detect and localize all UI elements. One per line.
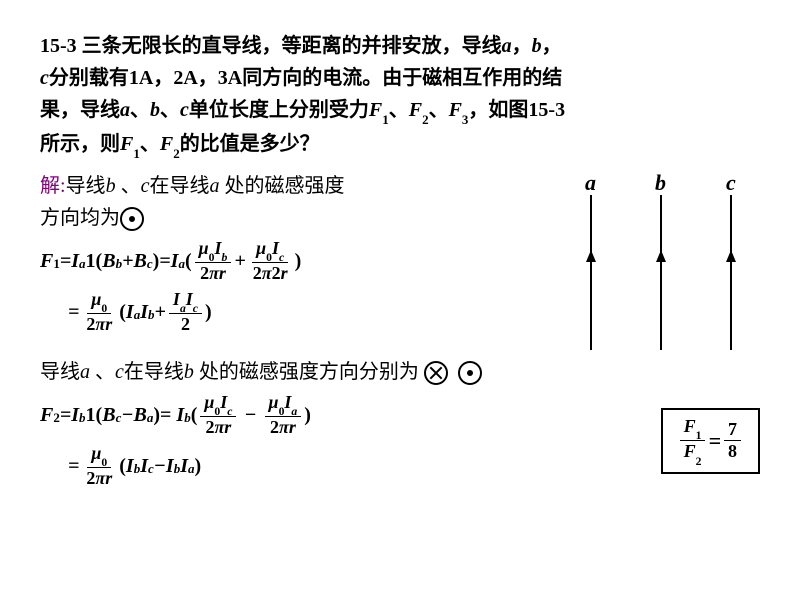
out-of-page-icon [120, 207, 144, 231]
problem-statement: 15-3 三条无限长的直导线，等距离的并排安放，导线a，b， c分别载有1A，2… [40, 30, 760, 162]
into-page-icon [424, 361, 448, 385]
arrow-b [656, 250, 666, 262]
problem-text-1: 三条无限长的直导线，等距离的并排安放，导线 [82, 35, 502, 57]
var-b: b [532, 35, 542, 57]
arrow-c [726, 250, 736, 262]
problem-number: 15-3 [40, 35, 77, 57]
wire-a [590, 195, 592, 350]
solution-label: 解: [40, 175, 66, 197]
solution-line-2: 方向均为 [40, 202, 560, 234]
result-box: F1 F2 = 7 8 [661, 408, 760, 474]
out-of-page-icon-2 [458, 361, 482, 385]
formula-f1-cont: = μ0 2πr (IaIb + IaIc 2 ) [40, 289, 560, 336]
wire-b [660, 195, 662, 350]
var-a: a [502, 35, 512, 57]
formula-f2-cont: = μ0 2πr (IbIc − IbIa) [40, 443, 311, 490]
problem-text-3a: 果，导线 [40, 99, 120, 121]
problem-text-2: 分别载有1A，2A，3A同方向的电流。由于磁相互作用的结 [49, 67, 562, 89]
var-c: c [40, 67, 49, 89]
formula-f1: F1 = Ia1(Bb + Bc) = Ia( μ0Ib 2πr + μ0Ic … [40, 238, 560, 285]
wire-diagram-container: a b c [560, 170, 760, 350]
arrow-a [586, 250, 596, 262]
formula-f2: F2 = Ib1(Bc − Ba) = Ib( μ0Ic 2πr − μ0Ia … [40, 392, 311, 439]
solution-line-3: 导线a 、c在导线b 处的磁感强度方向分别为 [40, 356, 760, 388]
wire-c [730, 195, 732, 350]
wire-diagram: a b c [570, 170, 750, 350]
solution-row-1: 解:导线b 、c在导线a 处的磁感强度 方向均为 F1 = Ia1(Bb + B… [40, 170, 760, 350]
solution-line-1: 解:导线b 、c在导线a 处的磁感强度 [40, 170, 560, 202]
